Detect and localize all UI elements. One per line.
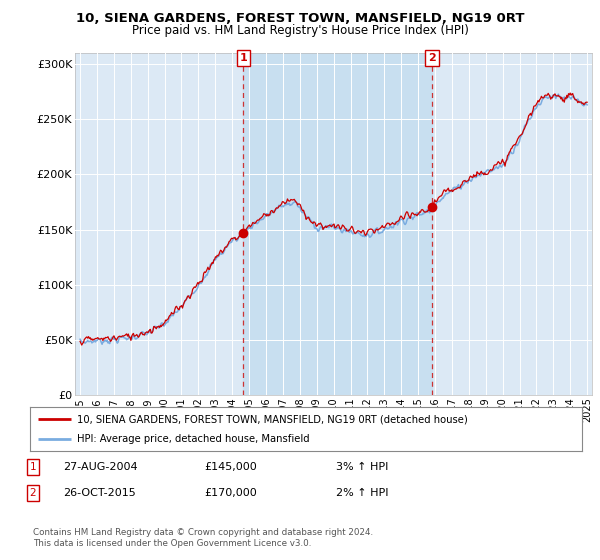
Text: 10, SIENA GARDENS, FOREST TOWN, MANSFIELD, NG19 0RT: 10, SIENA GARDENS, FOREST TOWN, MANSFIEL…	[76, 12, 524, 25]
Text: Price paid vs. HM Land Registry's House Price Index (HPI): Price paid vs. HM Land Registry's House …	[131, 24, 469, 36]
Text: 2: 2	[428, 53, 436, 63]
Text: 26-OCT-2015: 26-OCT-2015	[63, 488, 136, 498]
Bar	[243, 53, 432, 395]
Text: 2: 2	[29, 488, 37, 498]
Text: 2% ↑ HPI: 2% ↑ HPI	[336, 488, 389, 498]
Text: Contains HM Land Registry data © Crown copyright and database right 2024.
This d: Contains HM Land Registry data © Crown c…	[33, 528, 373, 548]
Text: 27-AUG-2004: 27-AUG-2004	[63, 462, 137, 472]
Text: £170,000: £170,000	[204, 488, 257, 498]
Text: 3% ↑ HPI: 3% ↑ HPI	[336, 462, 388, 472]
Text: HPI: Average price, detached house, Mansfield: HPI: Average price, detached house, Mans…	[77, 435, 310, 445]
Text: 1: 1	[239, 53, 247, 63]
Text: 10, SIENA GARDENS, FOREST TOWN, MANSFIELD, NG19 0RT (detached house): 10, SIENA GARDENS, FOREST TOWN, MANSFIEL…	[77, 414, 467, 424]
Text: 1: 1	[29, 462, 37, 472]
Text: £145,000: £145,000	[204, 462, 257, 472]
